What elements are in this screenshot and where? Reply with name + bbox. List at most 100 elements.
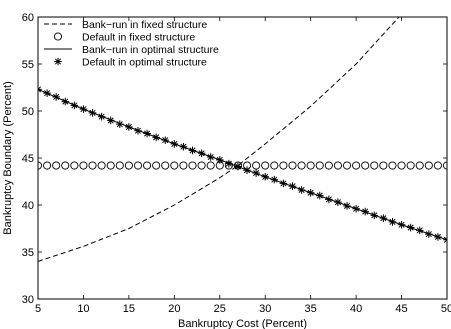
star-marker bbox=[161, 136, 170, 144]
y-axis-label: Bankruptcy Boundary (Percent) bbox=[2, 81, 14, 234]
circle-marker bbox=[370, 161, 379, 170]
star-marker bbox=[379, 214, 388, 222]
circle-marker bbox=[152, 161, 161, 170]
star-marker bbox=[143, 129, 151, 138]
y-tick-label: 60 bbox=[22, 12, 34, 24]
circle-marker bbox=[297, 161, 306, 170]
legend-label: Bank−run in fixed structure bbox=[82, 19, 207, 31]
star-marker bbox=[306, 188, 315, 197]
star-marker bbox=[152, 133, 160, 142]
star-marker bbox=[52, 93, 60, 101]
y-tick-label: 35 bbox=[22, 247, 34, 259]
star-marker bbox=[206, 153, 215, 161]
star-marker bbox=[370, 211, 379, 220]
circle-marker bbox=[52, 161, 61, 170]
circle-marker bbox=[288, 161, 297, 170]
star-marker bbox=[261, 173, 270, 181]
x-tick-label: 20 bbox=[168, 303, 180, 315]
star-marker bbox=[297, 186, 306, 194]
star-marker bbox=[116, 120, 124, 128]
star-marker bbox=[406, 223, 415, 232]
circle-marker bbox=[388, 161, 397, 170]
x-tick-label: 15 bbox=[123, 303, 135, 315]
circle-marker bbox=[270, 161, 279, 170]
star-marker bbox=[38, 85, 42, 94]
x-tick-label: 5 bbox=[35, 303, 41, 315]
circle-marker bbox=[406, 161, 415, 170]
star-marker bbox=[434, 233, 442, 241]
x-tick-label: 30 bbox=[259, 303, 271, 315]
star-marker bbox=[88, 109, 97, 117]
star-marker bbox=[288, 182, 297, 190]
y-tick-label: 40 bbox=[22, 200, 34, 212]
circle-marker bbox=[433, 161, 442, 170]
star-marker bbox=[106, 116, 115, 125]
star-marker bbox=[334, 198, 342, 206]
star-marker bbox=[234, 162, 242, 171]
circle-marker bbox=[115, 161, 124, 170]
series-2 bbox=[38, 88, 447, 241]
star-marker bbox=[425, 230, 433, 238]
legend-label: Default in fixed structure bbox=[82, 32, 195, 44]
circle-marker bbox=[206, 161, 215, 170]
star-marker bbox=[225, 159, 233, 168]
series-0 bbox=[38, 17, 400, 262]
series-line bbox=[38, 88, 447, 241]
star-marker bbox=[397, 220, 406, 229]
circle-marker bbox=[361, 161, 370, 170]
star-marker bbox=[215, 156, 224, 164]
x-tick-label: 10 bbox=[77, 303, 89, 315]
star-marker bbox=[325, 195, 333, 204]
star-marker bbox=[243, 166, 251, 175]
star-marker bbox=[343, 202, 351, 210]
star-marker bbox=[252, 169, 260, 177]
circle-marker bbox=[261, 161, 270, 170]
circle-marker bbox=[79, 161, 88, 170]
circle-marker bbox=[161, 161, 170, 170]
legend-item: Bank−run in fixed structure bbox=[44, 19, 207, 31]
y-tick-label: 55 bbox=[22, 59, 34, 71]
circle-marker bbox=[38, 161, 43, 170]
star-marker bbox=[170, 140, 179, 148]
y-tick-label: 50 bbox=[22, 106, 34, 118]
circle-marker bbox=[70, 161, 79, 170]
x-tick-label: 35 bbox=[305, 303, 317, 315]
circle-marker bbox=[333, 161, 342, 170]
x-tick-label: 25 bbox=[214, 303, 226, 315]
circle-marker bbox=[397, 161, 406, 170]
circle-marker bbox=[124, 161, 133, 170]
star-marker bbox=[361, 207, 369, 216]
star-marker bbox=[125, 123, 133, 131]
circle-marker bbox=[279, 161, 288, 170]
star-marker bbox=[43, 89, 51, 97]
x-tick-label: 50 bbox=[441, 303, 451, 315]
series-line bbox=[38, 17, 400, 262]
circle-marker bbox=[179, 161, 188, 170]
circle-marker bbox=[324, 161, 333, 170]
star-marker bbox=[134, 126, 142, 135]
circle-marker bbox=[415, 161, 424, 170]
star-marker bbox=[315, 191, 324, 200]
x-tick-label: 40 bbox=[350, 303, 362, 315]
circle-marker bbox=[133, 161, 143, 170]
star-marker bbox=[270, 175, 279, 184]
x-tick-label: 45 bbox=[395, 303, 407, 315]
series-3 bbox=[38, 85, 447, 244]
circle-marker bbox=[106, 161, 115, 170]
circle-marker bbox=[315, 161, 324, 170]
circle-marker bbox=[61, 161, 70, 170]
circle-marker bbox=[442, 161, 447, 170]
axis-ticks: 5 10 15 20 25 30 35 40 45 50 30 35 40 45 50 55 60 bbox=[22, 12, 451, 315]
legend-circle-sample bbox=[53, 32, 63, 41]
star-marker bbox=[443, 235, 447, 244]
legend-label: Bank−run in optimal structure bbox=[82, 44, 219, 56]
y-tick-label: 45 bbox=[22, 153, 34, 165]
circle-marker bbox=[97, 161, 106, 170]
star-marker bbox=[79, 105, 88, 113]
circle-marker bbox=[252, 161, 261, 170]
circle-marker bbox=[43, 161, 52, 170]
legend-item: Default in fixed structure bbox=[53, 32, 195, 44]
star-marker bbox=[279, 179, 288, 188]
